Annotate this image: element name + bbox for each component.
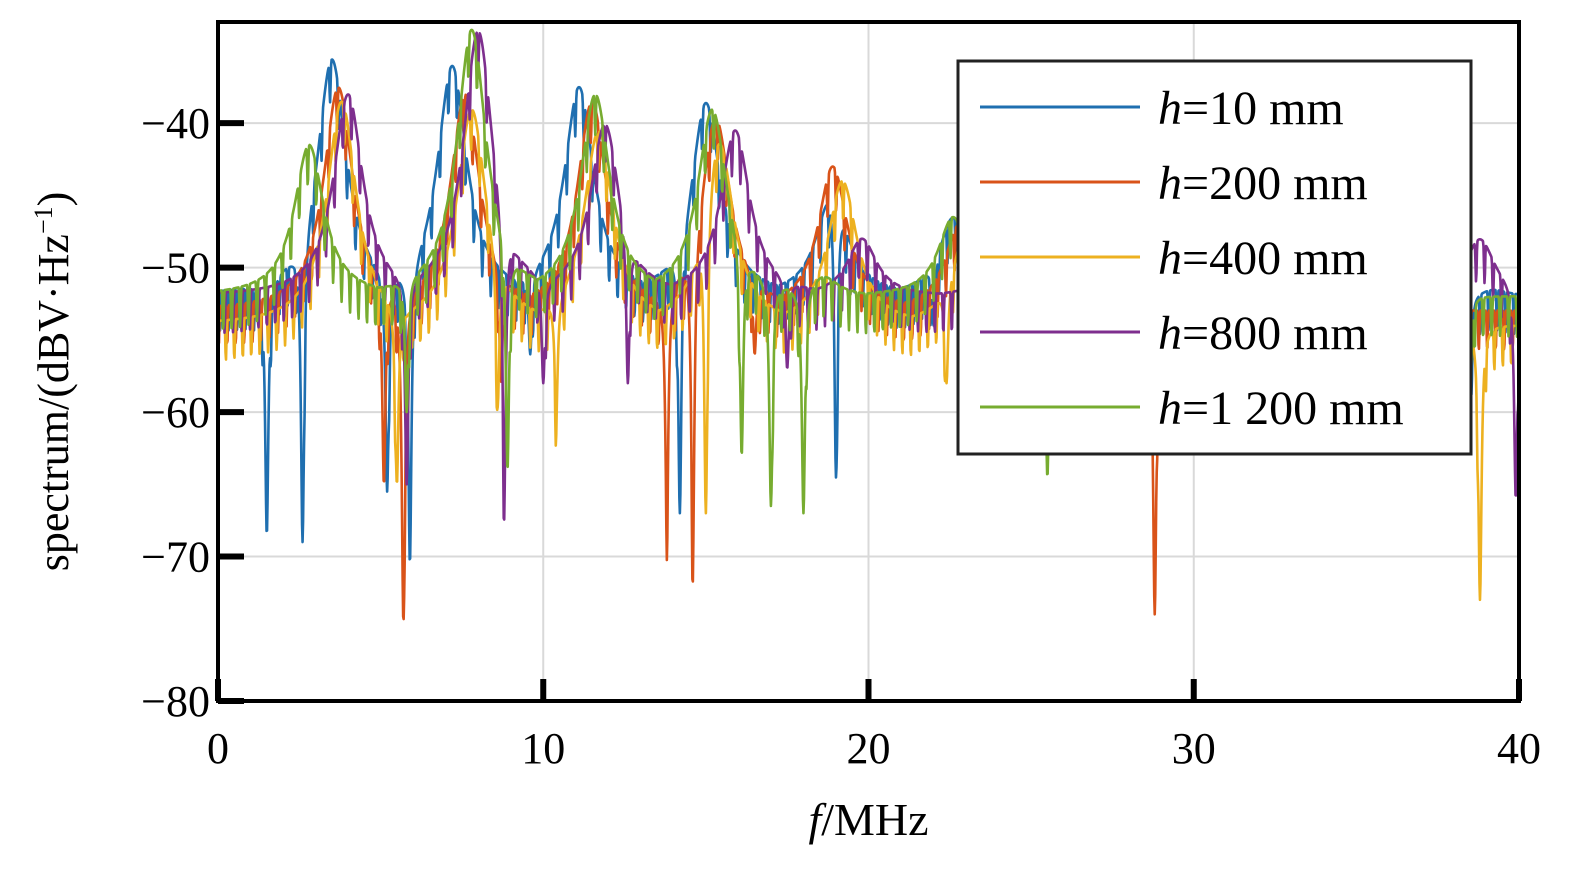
- legend-label-2: h=400 mm: [1158, 232, 1368, 285]
- legend-label-0: h=10 mm: [1158, 82, 1344, 135]
- legend-label-name-3: =800 mm: [1182, 307, 1368, 360]
- legend-label-prefix-0: h: [1158, 82, 1182, 135]
- y-axis-label-main: spectrum/(dBV·Hz: [29, 234, 78, 571]
- legend-label-4: h=1 200 mm: [1158, 382, 1404, 435]
- y-tick-label-2: −60: [141, 388, 210, 437]
- legend-label-prefix-1: h: [1158, 157, 1182, 210]
- ticks: 0 10 20 30 40 −40 −50 −60 −70 −80: [141, 99, 1541, 773]
- y-axis-label-close: ): [29, 192, 78, 207]
- x-tick-label-0: 0: [207, 724, 229, 773]
- legend-label-1: h=200 mm: [1158, 157, 1368, 210]
- y-axis-label: spectrum/(dBV·Hz−1): [29, 192, 78, 572]
- y-tick-label-1: −50: [141, 244, 210, 293]
- x-axis-label: f/MHz: [808, 794, 928, 845]
- x-tick-label-1: 10: [521, 724, 565, 773]
- y-tick-label-3: −70: [141, 533, 210, 582]
- x-tick-label-4: 40: [1497, 724, 1541, 773]
- legend-label-name-1: =200 mm: [1182, 157, 1368, 210]
- legend-label-prefix-3: h: [1158, 307, 1182, 360]
- legend-label-prefix-4: h: [1158, 382, 1182, 435]
- x-tick-label-2: 20: [847, 724, 891, 773]
- legend-label-prefix-2: h: [1158, 232, 1182, 285]
- legend-label-name-4: =1 200 mm: [1182, 382, 1404, 435]
- y-tick-label-0: −40: [141, 99, 210, 148]
- legend-label-3: h=800 mm: [1158, 307, 1368, 360]
- legend: h=10 mmh=200 mmh=400 mmh=800 mmh=1 200 m…: [956, 59, 1473, 456]
- y-tick-label-4: −80: [141, 677, 210, 726]
- x-axis-label-unit: /MHz: [821, 794, 928, 845]
- y-axis-label-sup: −1: [29, 206, 58, 234]
- legend-label-name-0: =10 mm: [1182, 82, 1344, 135]
- legend-label-name-2: =400 mm: [1182, 232, 1368, 285]
- x-tick-label-3: 30: [1172, 724, 1216, 773]
